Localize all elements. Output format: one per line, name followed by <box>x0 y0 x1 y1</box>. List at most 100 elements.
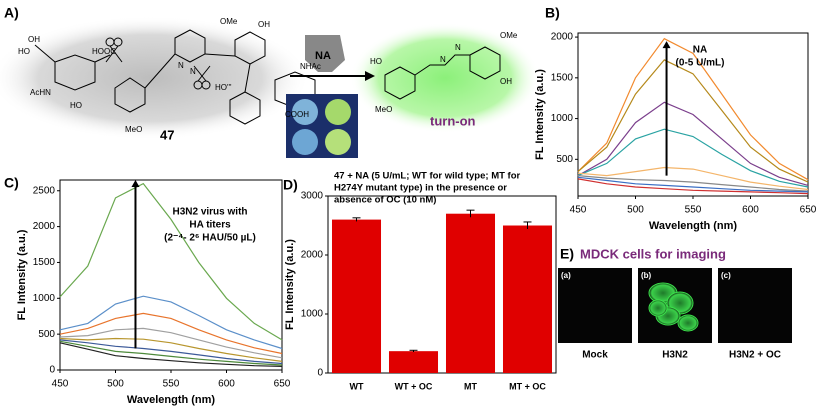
y-tick-label: 1000 <box>33 293 56 304</box>
chem-label: OH <box>28 35 40 44</box>
y-tick-label: 2500 <box>33 185 56 196</box>
x-tick-label: MT + OC <box>509 381 546 391</box>
y-tick-label: 1000 <box>551 113 574 124</box>
spectrum-line <box>59 312 283 355</box>
arrow-head <box>131 180 140 187</box>
plot-frame <box>327 195 557 374</box>
turn-on-label: turn-on <box>430 113 476 128</box>
x-tick-label: 550 <box>685 205 702 216</box>
enzyme-icon <box>305 35 345 72</box>
panel-label: B) <box>545 5 560 21</box>
scheme-text: A) 47 NA turn-on <box>4 5 476 143</box>
spectrum-line <box>577 166 809 191</box>
plot-frame <box>59 179 283 371</box>
bar <box>502 225 553 373</box>
chem-label: MeO <box>125 125 142 134</box>
x-tick-label: WT + OC <box>395 381 433 391</box>
x-tick-label: 650 <box>274 379 291 390</box>
scissors <box>105 37 211 90</box>
enzyme-label: NA <box>315 50 331 62</box>
compound-number: 47 <box>160 127 174 142</box>
x-tick-label: 500 <box>627 205 644 216</box>
bar <box>388 351 439 373</box>
y-tick-label: 0 <box>49 365 55 376</box>
arrow-head <box>662 41 671 49</box>
spectrum-line <box>59 327 283 359</box>
cell <box>677 314 699 332</box>
x-tick-label: 600 <box>742 205 759 216</box>
chart-title: H274Y mutant type) in the presence or <box>334 183 507 194</box>
y-tick-label: 2000 <box>301 250 324 261</box>
imaging-panel: (a) Mock (b) H3N2 (c) H3N2 + OC <box>558 268 792 361</box>
chem-label: AcHN <box>30 88 51 97</box>
image-caption: H3N2 <box>662 350 688 361</box>
imaging-title: MDCK cells for imaging <box>580 246 726 261</box>
x-tick-label: 500 <box>107 379 124 390</box>
annotation: H3N2 virus with <box>172 207 247 218</box>
chem-label: OH <box>500 77 512 86</box>
y-tick-label: 500 <box>556 154 573 165</box>
chem-label: HOOC <box>92 47 116 56</box>
micrograph <box>718 268 792 343</box>
cell <box>648 299 668 317</box>
y-tick-label: 1000 <box>301 309 324 320</box>
y-axis-title: FL Intensity (a.u.) <box>284 239 296 330</box>
chem-label: MeO <box>375 105 392 114</box>
chart-title: 47 + NA (5 U/mL; WT for wild type; MT fo… <box>334 171 521 182</box>
spectrum-line <box>59 182 283 341</box>
x-tick-label: 450 <box>570 205 587 216</box>
well <box>292 129 318 155</box>
annotation: NA <box>693 45 707 56</box>
spectrum-line <box>59 337 283 362</box>
y-tick-label: 2000 <box>551 32 574 43</box>
x-tick-label: 550 <box>163 379 180 390</box>
panel-label: C) <box>4 175 19 191</box>
x-tick-label: 650 <box>800 205 817 216</box>
spectrum-line <box>59 339 283 365</box>
x-tick-label: 600 <box>218 379 235 390</box>
well <box>325 129 351 155</box>
spectrum-line <box>577 101 809 186</box>
image-caption: H3N2 + OC <box>729 350 781 361</box>
micrograph <box>558 268 632 343</box>
chem-label: NHAc <box>300 62 321 71</box>
image-tag: (a) <box>561 271 571 280</box>
y-tick-label: 3000 <box>301 191 324 202</box>
chem-label: OMe <box>500 31 518 40</box>
arrow-head <box>365 71 375 81</box>
spectrum-line <box>59 342 283 367</box>
image-caption: Mock <box>582 350 608 361</box>
x-axis-title: Wavelength (nm) <box>649 220 738 232</box>
chem-label: HO''' <box>215 83 232 92</box>
compound-glow <box>0 16 310 140</box>
y-tick-label: 1500 <box>33 257 56 268</box>
panel-label: E) <box>560 246 574 262</box>
spectrum-line <box>59 295 283 350</box>
spectrum-line <box>577 128 809 188</box>
y-tick-label: 2000 <box>33 221 56 232</box>
annotation: (2⁻⁴- 2⁶ HAU/50 µL) <box>164 233 256 244</box>
y-axis-title: FL Intensity (a.u.) <box>534 69 546 160</box>
y-tick-label: 500 <box>38 329 55 340</box>
y-tick-label: 0 <box>317 368 323 379</box>
chem-label: N <box>440 55 446 64</box>
bar <box>445 213 496 373</box>
compound-structure <box>34 29 316 125</box>
chem-label: COOH <box>285 110 309 119</box>
bar <box>331 219 382 373</box>
panel-label: A) <box>4 5 19 21</box>
spectrum-line <box>577 175 809 192</box>
x-tick-label: MT <box>464 381 477 391</box>
chem-label: OH <box>258 20 270 29</box>
product-structure <box>384 46 501 100</box>
y-tick-label: 1500 <box>551 72 574 83</box>
panel-label: D) <box>283 177 298 193</box>
x-tick-label: WT <box>350 381 364 391</box>
x-axis-title: Wavelength (nm) <box>127 394 216 406</box>
chem-label: OMe <box>220 17 238 26</box>
y-axis-title: FL Intensity (a.u.) <box>16 229 28 320</box>
annotation: HA titers <box>189 220 231 231</box>
image-tag: (b) <box>641 271 652 280</box>
well <box>325 99 351 125</box>
spectrum-line <box>577 59 809 183</box>
